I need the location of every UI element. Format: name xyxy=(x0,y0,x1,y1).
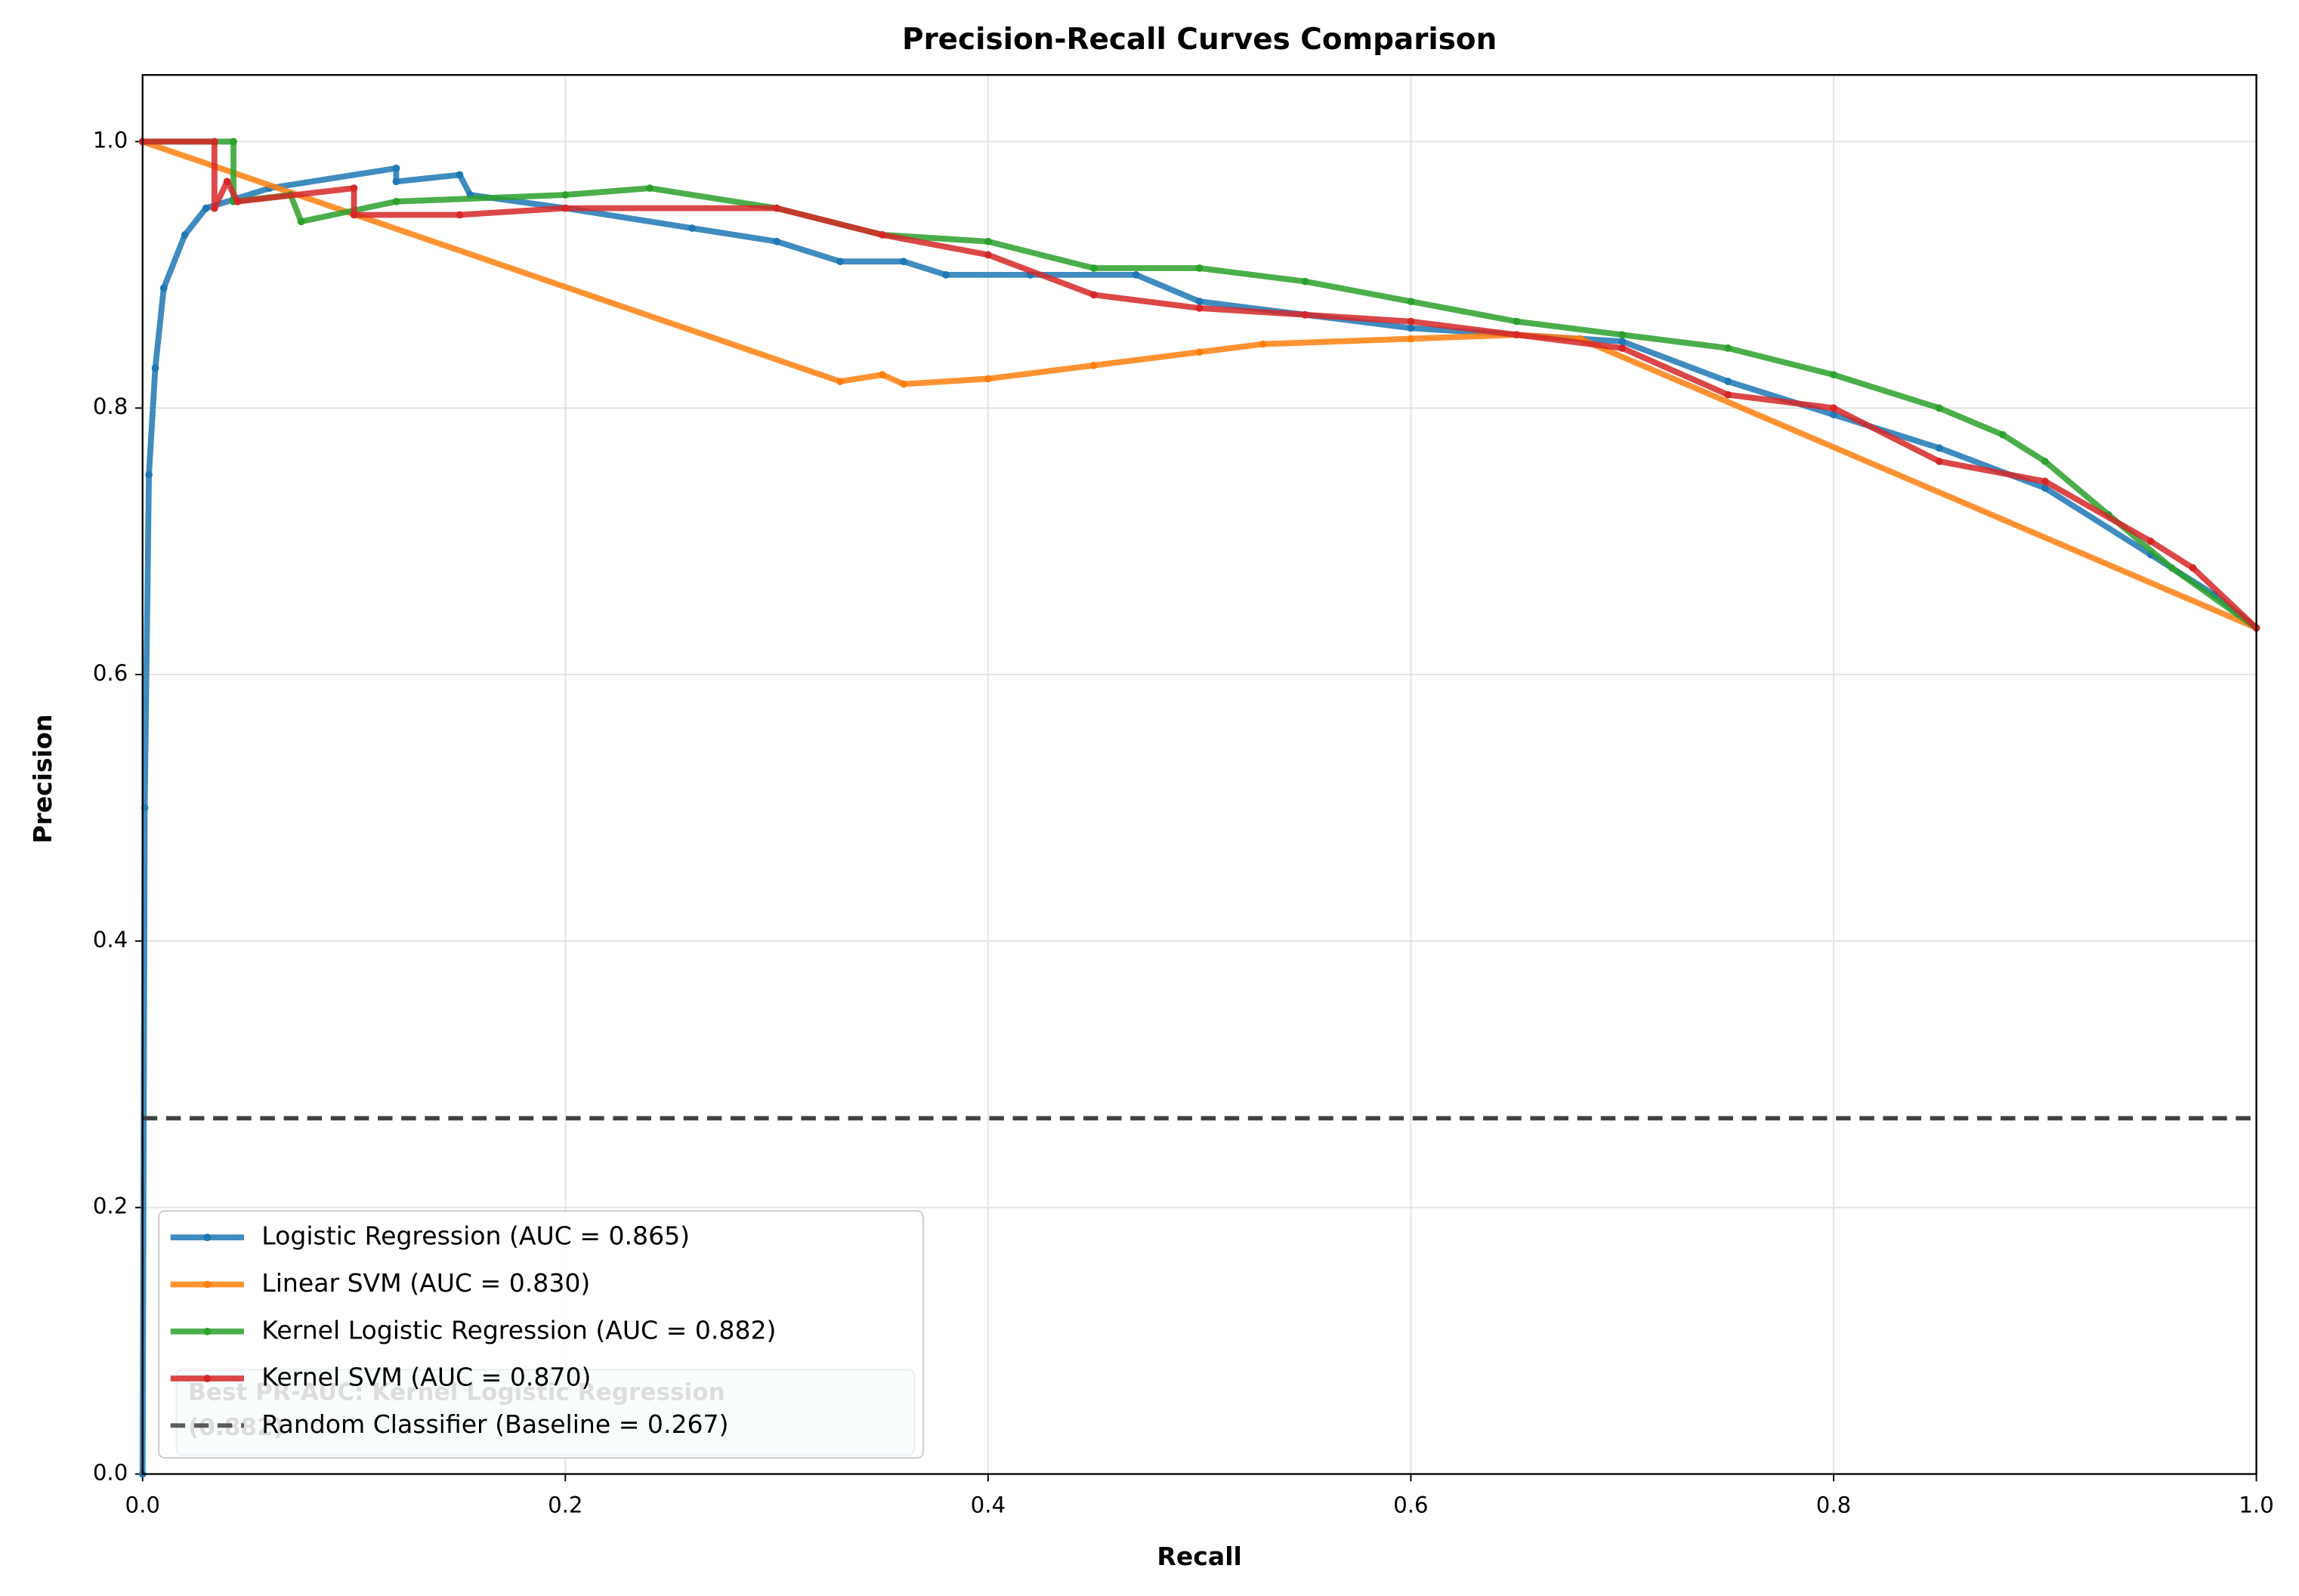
point xyxy=(181,231,189,239)
point xyxy=(392,164,400,172)
point xyxy=(1830,404,1837,412)
legend-label: Random Classifier (Baseline = 0.267) xyxy=(261,1409,728,1439)
legend-marker xyxy=(203,1327,212,1335)
point xyxy=(1407,317,1415,326)
legend-label: Logistic Regression (AUC = 0.865) xyxy=(261,1221,690,1251)
point xyxy=(233,197,242,205)
chart-title: Precision-Recall Curves Comparison xyxy=(902,23,1497,57)
point xyxy=(1618,331,1627,339)
point xyxy=(2146,537,2155,545)
point xyxy=(230,137,237,146)
point xyxy=(1936,444,1943,452)
point xyxy=(1301,310,1309,319)
point xyxy=(1830,371,1837,379)
point xyxy=(984,375,992,383)
point xyxy=(223,178,231,186)
point xyxy=(561,191,570,199)
point xyxy=(297,218,305,226)
x-axis-label: Recall xyxy=(1157,1542,1241,1571)
point xyxy=(984,251,992,259)
point xyxy=(900,380,907,388)
point xyxy=(688,224,697,232)
point xyxy=(145,471,153,479)
point xyxy=(900,258,907,266)
point xyxy=(836,378,844,385)
point xyxy=(1407,298,1415,305)
point xyxy=(773,237,780,245)
point xyxy=(210,204,218,212)
y-tick-label: 0.8 xyxy=(93,394,128,419)
y-tick-label: 0.0 xyxy=(93,1460,128,1486)
point xyxy=(646,184,654,193)
point xyxy=(1724,391,1732,399)
point xyxy=(1195,298,1204,305)
point xyxy=(1195,304,1204,312)
point xyxy=(879,231,886,239)
point xyxy=(210,137,218,146)
point xyxy=(1407,335,1415,343)
x-tick-label: 0.0 xyxy=(125,1492,160,1517)
y-axis-label: Precision xyxy=(28,715,57,844)
x-tick-label: 0.2 xyxy=(548,1492,582,1517)
point xyxy=(2189,564,2197,572)
point xyxy=(1998,431,2007,439)
legend-label: Linear SVM (AUC = 0.830) xyxy=(261,1268,590,1298)
y-tick-label: 0.4 xyxy=(93,927,128,952)
point xyxy=(2041,477,2049,486)
point xyxy=(1195,348,1204,357)
legend-marker xyxy=(203,1375,212,1382)
point xyxy=(350,184,358,193)
point xyxy=(1301,277,1309,286)
point xyxy=(1513,331,1521,339)
point xyxy=(836,258,844,266)
x-tick-label: 0.4 xyxy=(971,1492,1006,1517)
point xyxy=(456,171,464,179)
series-line xyxy=(139,165,2258,1474)
point xyxy=(392,197,400,205)
point xyxy=(1089,264,1098,272)
point xyxy=(1618,338,1627,345)
point xyxy=(984,237,992,245)
point xyxy=(1407,324,1415,332)
point xyxy=(1618,344,1627,352)
legend-label: Kernel SVM (AUC = 0.870) xyxy=(261,1363,591,1392)
point xyxy=(1132,270,1140,279)
y-tick-label: 0.6 xyxy=(93,660,128,686)
point xyxy=(2168,564,2176,572)
point xyxy=(151,364,159,372)
point xyxy=(942,270,950,279)
point xyxy=(392,178,400,186)
point xyxy=(561,204,570,212)
point xyxy=(879,371,886,379)
point xyxy=(2041,457,2049,465)
point xyxy=(1724,378,1732,385)
x-tick-label: 1.0 xyxy=(2239,1492,2273,1517)
point xyxy=(1724,344,1732,352)
point xyxy=(1513,317,1521,326)
legend-marker xyxy=(203,1280,212,1289)
point xyxy=(1936,404,1943,412)
y-tick-label: 0.2 xyxy=(93,1193,128,1219)
point xyxy=(1259,340,1267,348)
plot-frame xyxy=(141,74,2257,1475)
point xyxy=(1936,457,1943,465)
point xyxy=(456,211,464,219)
point xyxy=(159,284,168,292)
point xyxy=(1089,361,1098,369)
legend-marker xyxy=(203,1233,212,1242)
point xyxy=(350,211,358,219)
point xyxy=(1089,291,1098,299)
x-tick-label: 0.8 xyxy=(1816,1492,1851,1517)
point xyxy=(773,204,780,212)
point xyxy=(202,204,210,212)
x-tick-label: 0.6 xyxy=(1393,1492,1428,1517)
legend-box xyxy=(158,1210,924,1459)
y-tick-label: 1.0 xyxy=(93,127,128,153)
point xyxy=(2041,484,2049,492)
point xyxy=(1830,411,1837,418)
legend-label: Kernel Logistic Regression (AUC = 0.882) xyxy=(261,1315,776,1344)
point xyxy=(1195,264,1204,272)
